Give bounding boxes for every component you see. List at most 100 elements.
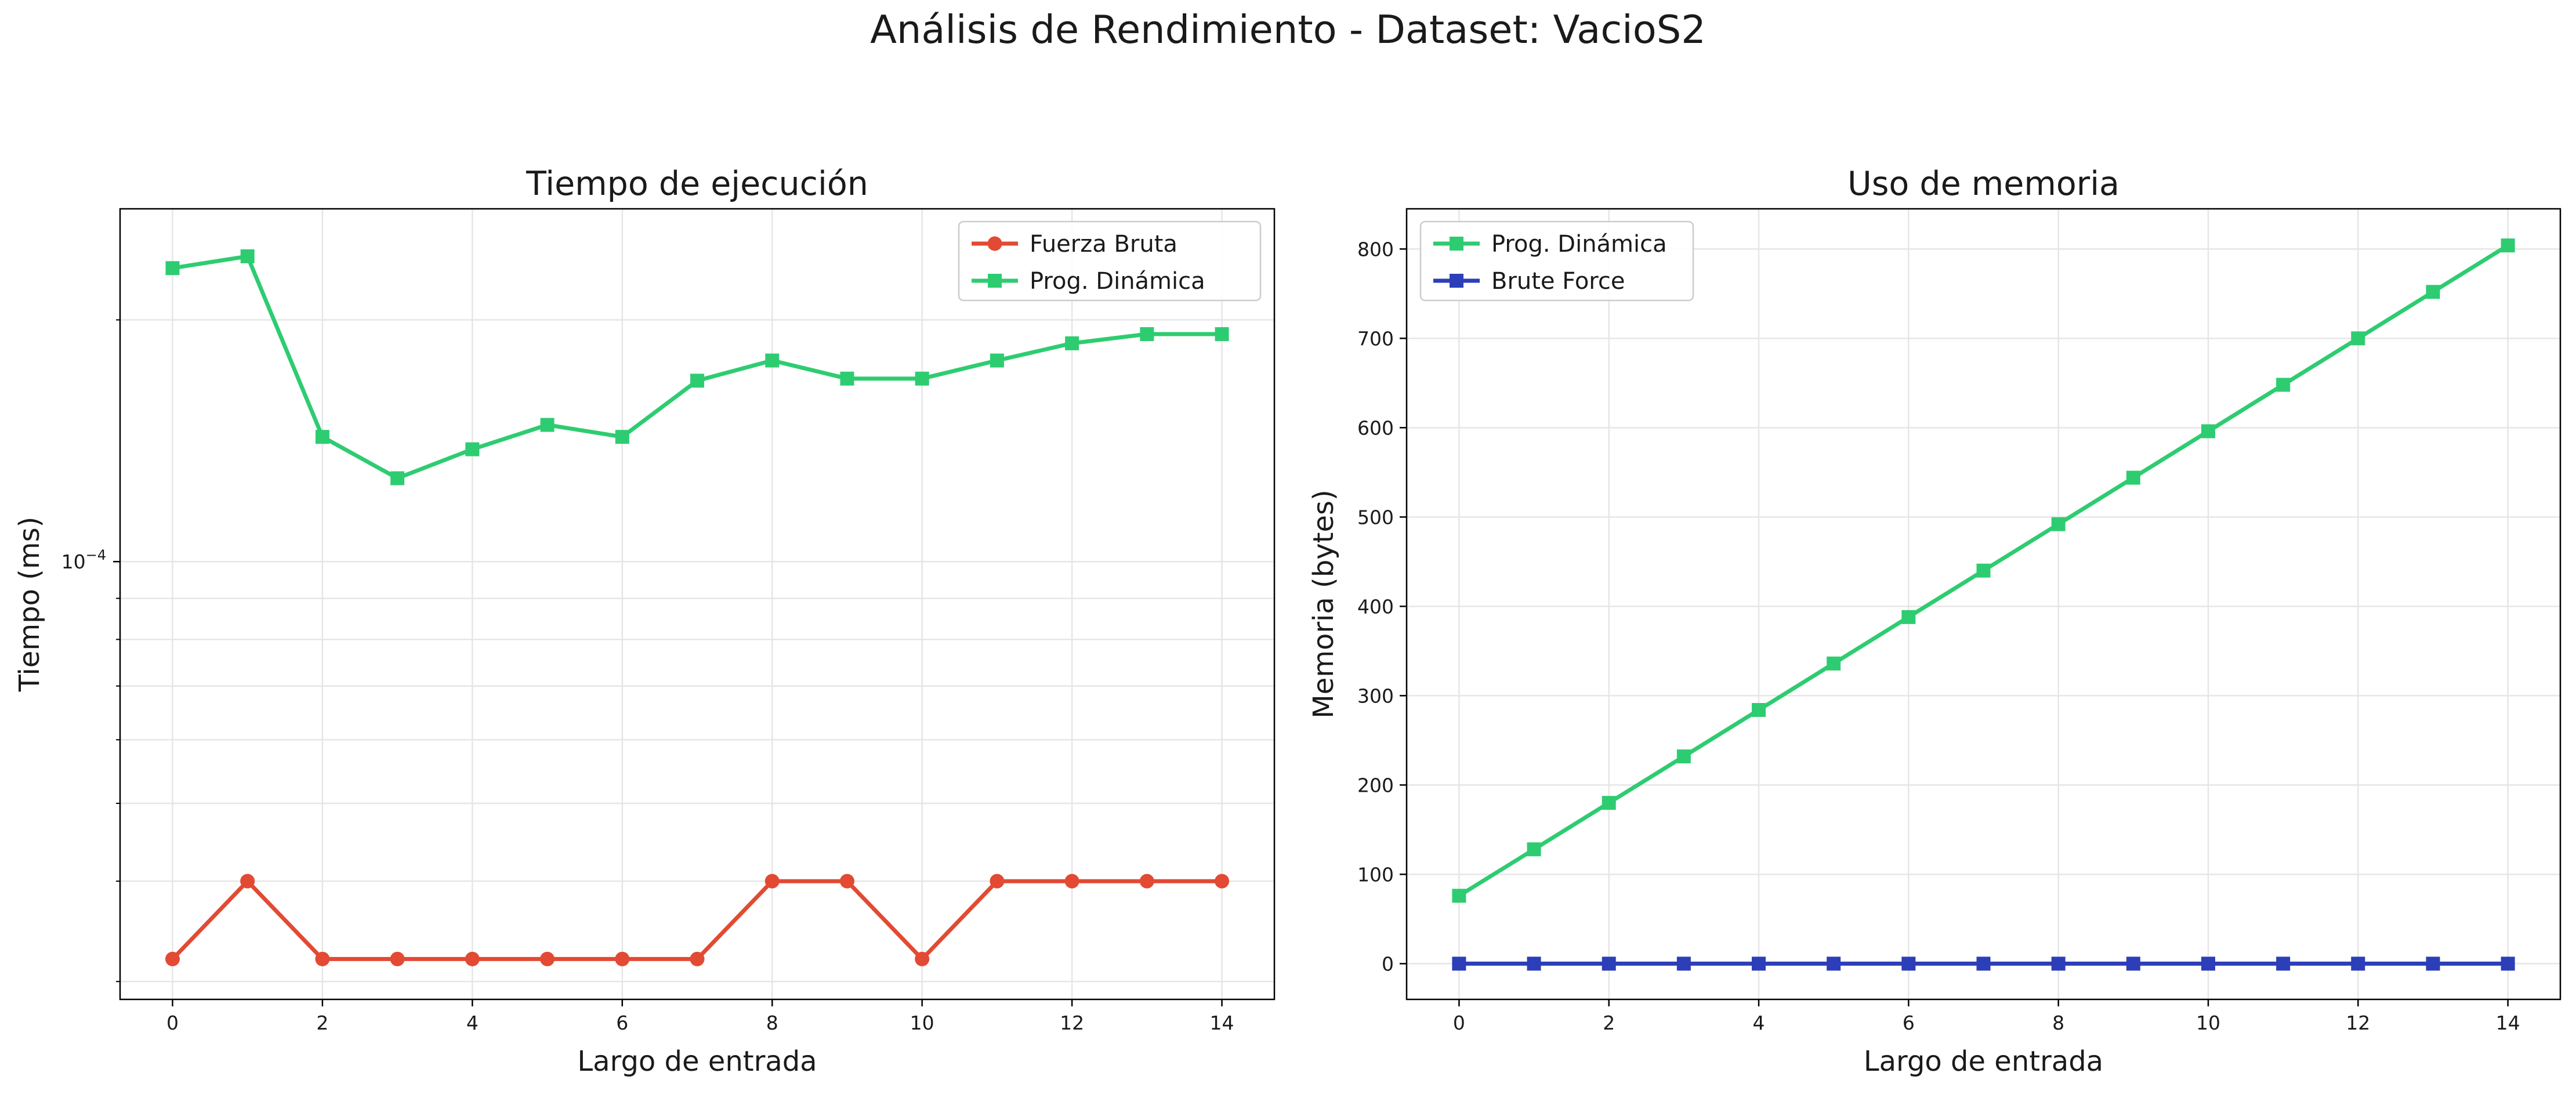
legend-item: Fuerza Bruta: [972, 231, 1178, 258]
data-point: [1676, 956, 1691, 971]
data-point: [990, 874, 1005, 889]
legend-marker: [988, 274, 1002, 288]
x-tick-label: 2: [316, 1012, 328, 1034]
x-tick-label: 0: [166, 1012, 179, 1034]
data-point: [390, 951, 405, 966]
data-point: [465, 442, 480, 456]
data-point: [615, 951, 630, 966]
data-point: [240, 874, 255, 889]
data-point: [1901, 956, 1916, 971]
data-point: [165, 261, 180, 276]
data-point: [1527, 842, 1541, 857]
legend-frame: [958, 220, 1262, 302]
x-tick-label: 12: [1060, 1012, 1084, 1034]
data-point: [1752, 956, 1766, 971]
y-axis-label: Memoria (bytes): [1307, 490, 1340, 719]
chart-panel-2: 0 2 4 6 8 10 12 14 0 100 200 300 400 500 600 700 800 Uso …: [1307, 165, 2561, 1078]
data-point: [1602, 796, 1616, 810]
legend: Fuerza Bruta Prog. Dinámica: [958, 220, 1262, 302]
series-2: [165, 249, 1229, 485]
y-tick-label: 200: [1357, 774, 1394, 796]
y-tick-label: 100: [1357, 863, 1394, 886]
x-tick-label: 4: [466, 1012, 479, 1034]
data-point: [1827, 956, 1841, 971]
legend-item: Brute Force: [1433, 268, 1625, 295]
data-point: [1452, 889, 1466, 903]
data-point: [1064, 874, 1079, 889]
series-line: [171, 879, 1222, 961]
data-point: [1139, 874, 1154, 889]
legend-marker: [1450, 237, 1463, 251]
legend-item: Prog. Dinámica: [1433, 231, 1667, 258]
data-point: [390, 471, 405, 485]
y-tick-label: 0: [1382, 952, 1394, 975]
legend-item: Prog. Dinámica: [972, 268, 1205, 295]
data-point: [1827, 656, 1841, 671]
data-point: [1976, 956, 1991, 971]
data-point: [1976, 563, 1991, 578]
x-tick-label: 4: [1753, 1012, 1765, 1034]
data-point: [2351, 956, 2365, 971]
x-tick-label: 14: [1210, 1012, 1234, 1034]
data-point: [840, 371, 854, 386]
data-point: [2201, 956, 2215, 971]
legend-label: Brute Force: [1491, 268, 1625, 295]
data-point: [915, 371, 929, 386]
data-point: [2051, 517, 2066, 531]
data-point: [1215, 327, 1229, 342]
legend-label: Fuerza Bruta: [1030, 231, 1178, 258]
data-point: [2501, 238, 2515, 253]
data-point: [1752, 703, 1766, 717]
y-tick-label: 600: [1357, 416, 1394, 439]
legend-label: Prog. Dinámica: [1491, 231, 1667, 258]
data-point: [615, 430, 629, 444]
legend-label: Prog. Dinámica: [1030, 268, 1205, 295]
data-point: [690, 374, 704, 388]
figure-title: Análisis de Rendimiento - Dataset: Vacio…: [870, 7, 1706, 52]
data-point: [1527, 956, 1541, 971]
x-tick-label: 8: [2052, 1012, 2064, 1034]
chart-title: Tiempo de ejecución: [526, 165, 868, 203]
data-point: [990, 353, 1004, 368]
x-axis-label: Largo de entrada: [577, 1045, 817, 1078]
data-point: [2051, 956, 2066, 971]
data-point: [765, 874, 780, 889]
series-1: [165, 874, 1230, 966]
chart-title: Uso de memoria: [1847, 165, 2120, 203]
legend-marker: [1450, 274, 1463, 288]
data-point: [165, 951, 180, 966]
data-point: [2501, 956, 2515, 971]
y-tick-label: 700: [1357, 327, 1394, 350]
legend-marker: [987, 236, 1002, 251]
x-tick-label: 12: [2346, 1012, 2370, 1034]
series-2: [1452, 956, 2515, 971]
data-point: [1901, 610, 1916, 624]
legend-frame: [1419, 220, 1694, 302]
y-tick-label: 300: [1357, 684, 1394, 707]
data-point: [839, 874, 854, 889]
data-point: [2426, 285, 2440, 299]
data-point: [1452, 956, 1466, 971]
data-point: [240, 249, 255, 263]
x-tick-label: 2: [1603, 1012, 1615, 1034]
x-axis-label: Largo de entrada: [1864, 1045, 2103, 1078]
data-point: [915, 951, 930, 966]
data-point: [1215, 874, 1230, 889]
plot-frame: [119, 208, 1276, 1001]
data-point: [690, 951, 705, 966]
y-tick-label: 500: [1357, 506, 1394, 528]
y-axis-label: Tiempo (ms): [13, 517, 46, 693]
data-point: [2276, 378, 2291, 392]
data-point: [1676, 749, 1691, 764]
data-point: [2426, 956, 2440, 971]
x-tick-label: 0: [1453, 1012, 1465, 1034]
x-tick-label: 8: [766, 1012, 778, 1034]
data-point: [2351, 331, 2365, 346]
y-tick-label: 400: [1357, 595, 1394, 618]
data-point: [1140, 327, 1154, 342]
x-tick-label: 10: [910, 1012, 934, 1034]
x-tick-label: 6: [1903, 1012, 1915, 1034]
x-tick-label: 10: [2196, 1012, 2220, 1034]
